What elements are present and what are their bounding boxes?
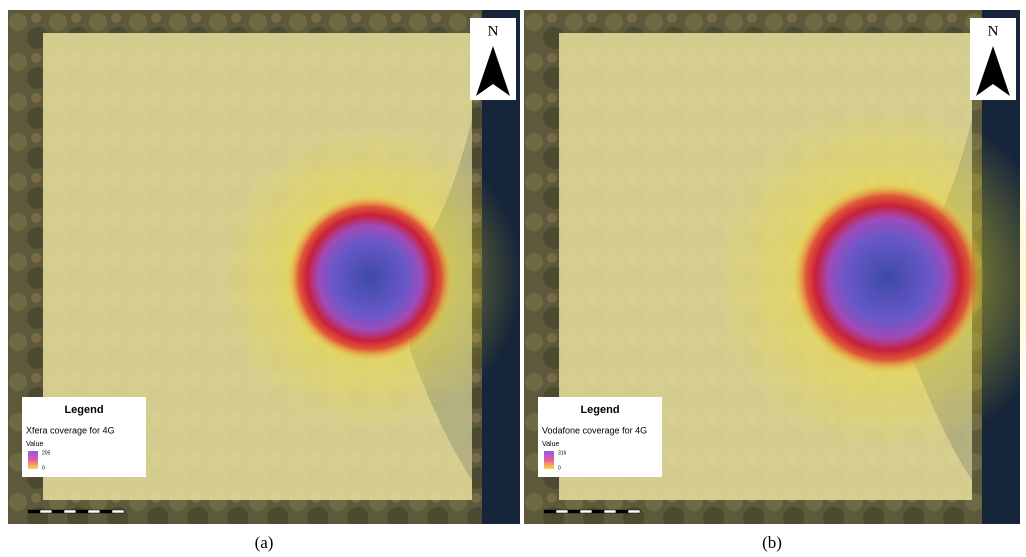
scale-bar [52, 510, 64, 513]
legend-min: 0 [558, 465, 561, 471]
scale-bar [100, 510, 112, 513]
scale-bar [40, 510, 52, 513]
legend-ramp [544, 451, 554, 469]
scale-bar [112, 510, 124, 513]
scale-bar [556, 510, 568, 513]
legend-min: 0 [42, 465, 45, 471]
legend-title: Legend [64, 404, 103, 416]
scale-bar [76, 510, 88, 513]
legend-field: Value [542, 441, 559, 448]
map-panel: N Legend Vodafone coverage for 4G Value 316 0 [524, 10, 1026, 524]
scale-bar [628, 510, 640, 513]
legend-layer: Xfera coverage for 4G [26, 425, 115, 435]
scale-bar [28, 510, 40, 513]
coverage-heat [791, 181, 984, 374]
scale-bar [604, 510, 616, 513]
map-panel: N Legend Xfera coverage for 4G Value 205 0 [8, 10, 522, 524]
legend-ramp [28, 451, 38, 469]
scale-bar [88, 510, 100, 513]
scale-bar [592, 510, 604, 513]
scale-bar [568, 510, 580, 513]
scale-bar [616, 510, 628, 513]
caption: (b) [762, 533, 782, 552]
coverage-heat [286, 194, 454, 362]
scale-bar [64, 510, 76, 513]
scale-bar [580, 510, 592, 513]
legend-title: Legend [580, 404, 619, 416]
north-label: N [488, 23, 499, 39]
scale-bar [544, 510, 556, 513]
figure: N Legend Xfera coverage for 4G Value 205 0 (a)… [0, 0, 1026, 557]
legend-field: Value [26, 441, 43, 448]
legend-layer: Vodafone coverage for 4G [542, 425, 647, 435]
legend-max: 205 [42, 450, 51, 456]
legend-max: 316 [558, 450, 567, 456]
caption: (a) [255, 533, 274, 552]
north-label: N [988, 23, 999, 39]
